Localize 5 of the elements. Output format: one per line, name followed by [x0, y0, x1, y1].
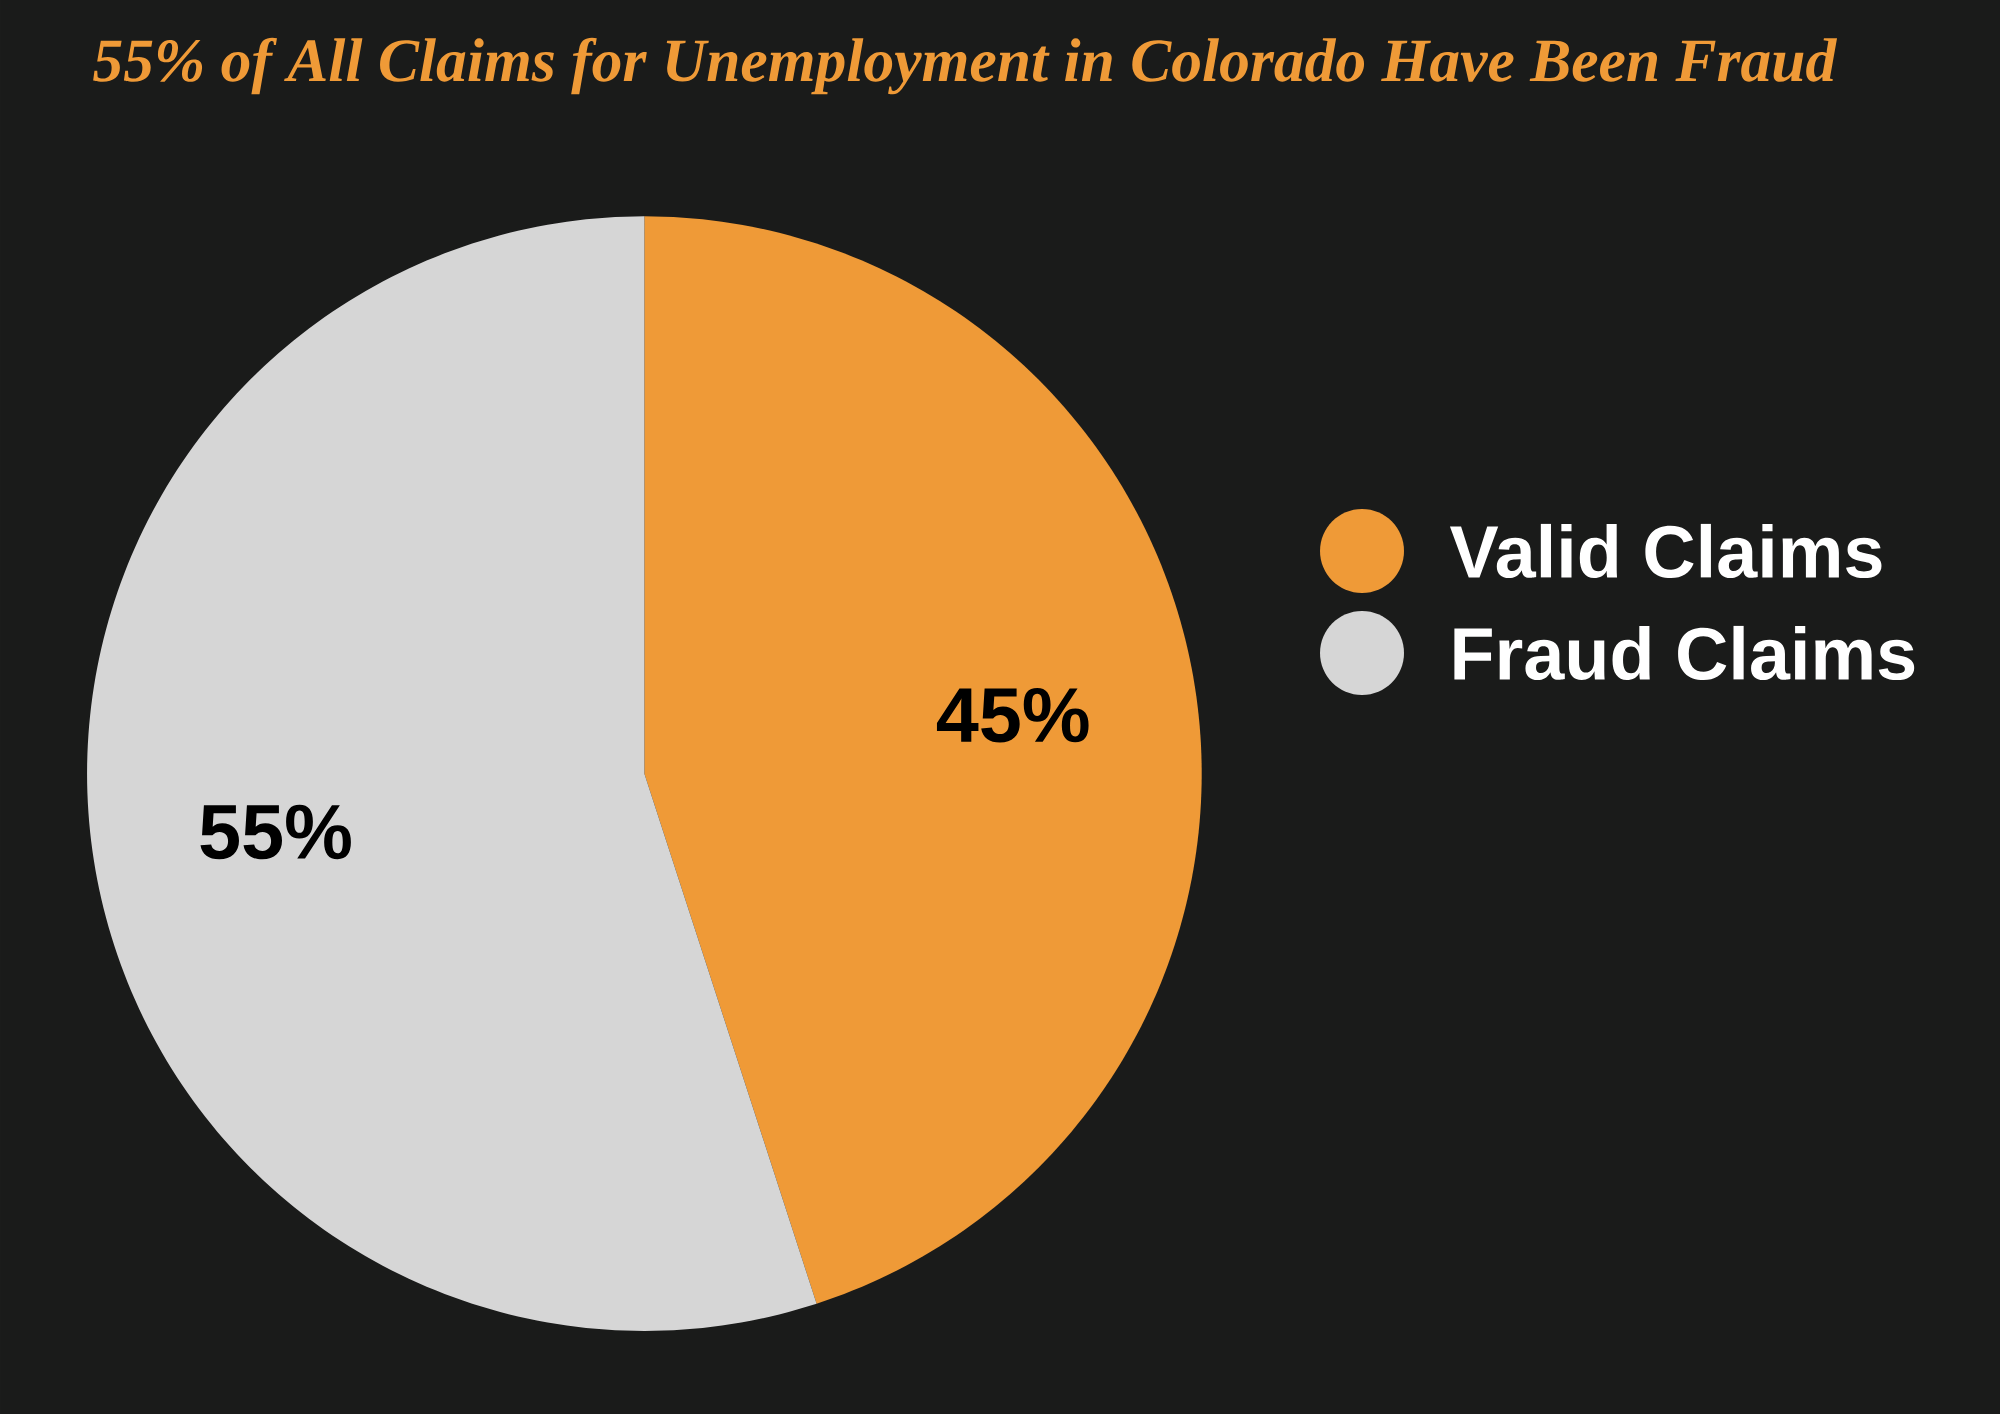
legend-label: Fraud Claims	[1454, 625, 1915, 681]
legend-label: Valid Claims	[1449, 523, 1882, 579]
data-label: 55%	[200, 804, 351, 860]
chart-title: 55% of All Claims for Unemployment in Colorado Have Been Fraud	[93, 37, 1838, 95]
data-label: 45%	[936, 687, 1089, 743]
